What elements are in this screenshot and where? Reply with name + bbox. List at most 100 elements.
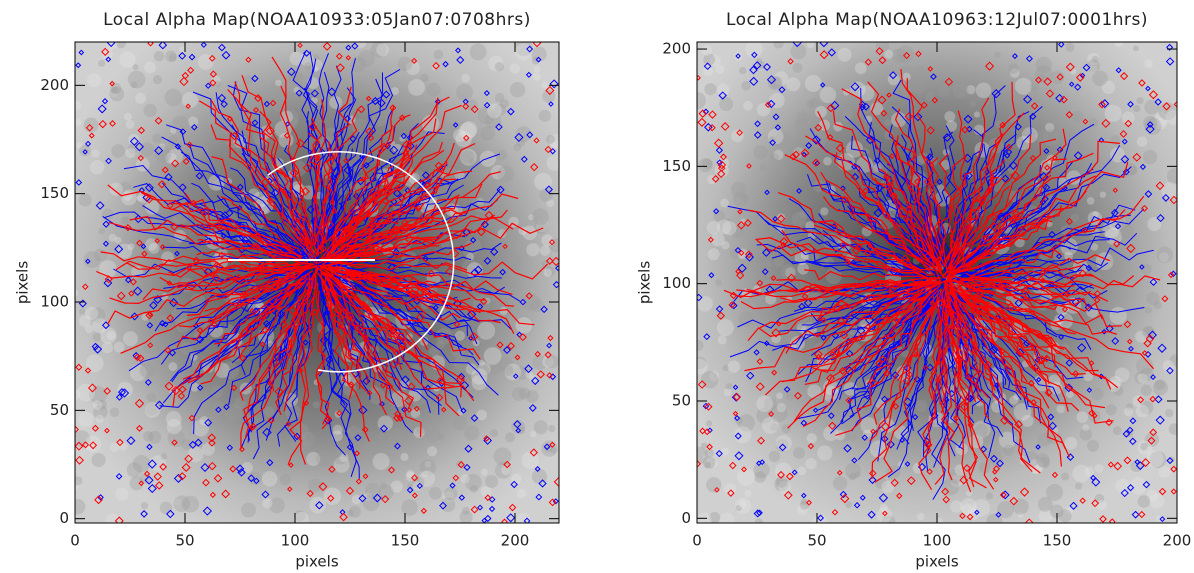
contour-dot bbox=[729, 291, 738, 300]
granule bbox=[1153, 301, 1162, 310]
contour-dot bbox=[903, 51, 911, 60]
granule bbox=[1094, 493, 1105, 504]
contour-dot bbox=[283, 132, 291, 139]
granule bbox=[1086, 59, 1101, 73]
contour-dot bbox=[195, 172, 204, 180]
contour-dot bbox=[200, 42, 207, 48]
granule bbox=[737, 467, 756, 486]
contour-dot bbox=[146, 322, 154, 329]
granule bbox=[518, 226, 527, 236]
contour-dot bbox=[918, 249, 925, 257]
granule bbox=[123, 112, 132, 121]
granule bbox=[1016, 136, 1031, 151]
contour-dot bbox=[159, 463, 167, 471]
granule bbox=[854, 62, 867, 75]
contour-dot bbox=[391, 277, 399, 284]
contour-dot bbox=[719, 153, 727, 161]
granule bbox=[390, 480, 403, 493]
granule bbox=[915, 400, 928, 412]
contour bbox=[945, 263, 1083, 283]
contour-dot bbox=[82, 149, 88, 155]
contour-dot bbox=[746, 163, 752, 169]
granule bbox=[541, 440, 558, 457]
contour-dot bbox=[955, 315, 963, 324]
contour-dot bbox=[334, 259, 344, 269]
contour-dot bbox=[297, 367, 304, 374]
granule bbox=[1123, 407, 1134, 417]
contour bbox=[240, 286, 310, 450]
contour-dot bbox=[196, 327, 204, 334]
contour-dot bbox=[890, 478, 899, 487]
contour-dot bbox=[930, 73, 937, 80]
granule bbox=[901, 349, 910, 358]
contour-dot bbox=[125, 276, 132, 284]
contour bbox=[946, 128, 1067, 278]
contour-dot bbox=[302, 163, 312, 173]
contour-dot bbox=[345, 44, 352, 51]
granule bbox=[191, 360, 199, 369]
granule bbox=[140, 502, 149, 510]
granule bbox=[530, 298, 544, 313]
contour-dot bbox=[166, 314, 175, 322]
contour-dot bbox=[469, 236, 477, 244]
contour-dot bbox=[187, 66, 195, 74]
contour-dot bbox=[734, 246, 742, 254]
contour-dot bbox=[85, 123, 94, 132]
contour-dot bbox=[959, 235, 965, 241]
contour-dot bbox=[462, 134, 470, 142]
granule bbox=[1089, 65, 1098, 74]
contour-dot bbox=[880, 434, 889, 443]
contour-dot bbox=[1088, 409, 1096, 417]
granule bbox=[550, 141, 559, 155]
contour-dot bbox=[420, 507, 427, 514]
granule bbox=[1135, 404, 1149, 418]
contour-dot bbox=[164, 346, 172, 354]
contour-dot bbox=[1154, 98, 1162, 106]
granule bbox=[482, 180, 498, 197]
granule bbox=[168, 362, 178, 372]
granule bbox=[871, 444, 879, 452]
contour-dot bbox=[496, 341, 504, 349]
granule bbox=[167, 148, 184, 165]
granule bbox=[778, 480, 791, 494]
granule bbox=[545, 134, 555, 144]
contour-dot bbox=[1078, 269, 1087, 278]
contour-dot bbox=[840, 195, 849, 204]
contour-dot bbox=[526, 131, 534, 139]
granule bbox=[476, 409, 488, 421]
contour-dot bbox=[778, 86, 786, 94]
granule bbox=[996, 501, 1014, 519]
contour-dot bbox=[434, 98, 442, 105]
granule bbox=[734, 416, 743, 425]
contour bbox=[804, 269, 941, 282]
contour-dot bbox=[406, 407, 413, 413]
granule bbox=[160, 453, 168, 460]
contour-dot bbox=[968, 284, 977, 293]
granule bbox=[823, 156, 832, 166]
granule bbox=[764, 260, 772, 267]
granule bbox=[806, 433, 817, 444]
contour-dot bbox=[862, 187, 870, 195]
granule bbox=[502, 227, 513, 238]
contour-dot bbox=[132, 286, 143, 296]
contour-dot bbox=[1120, 488, 1129, 498]
contour-dot bbox=[999, 121, 1007, 129]
granule bbox=[78, 193, 92, 207]
contour bbox=[841, 88, 945, 279]
contour-dot bbox=[813, 349, 823, 359]
granule bbox=[982, 435, 992, 444]
contour-dot bbox=[959, 402, 970, 412]
contour-dot bbox=[867, 293, 876, 302]
contour bbox=[896, 299, 941, 450]
contour-dot bbox=[136, 354, 145, 363]
granule bbox=[372, 108, 390, 127]
contour-dot bbox=[548, 101, 554, 107]
contour-dot bbox=[259, 341, 266, 348]
granule bbox=[241, 502, 256, 518]
contour-dot bbox=[856, 242, 863, 250]
contour-dot bbox=[437, 165, 444, 173]
contour-dot bbox=[445, 267, 454, 276]
contour-dot bbox=[728, 461, 737, 470]
granule bbox=[182, 495, 200, 513]
contour-dot bbox=[984, 360, 993, 369]
